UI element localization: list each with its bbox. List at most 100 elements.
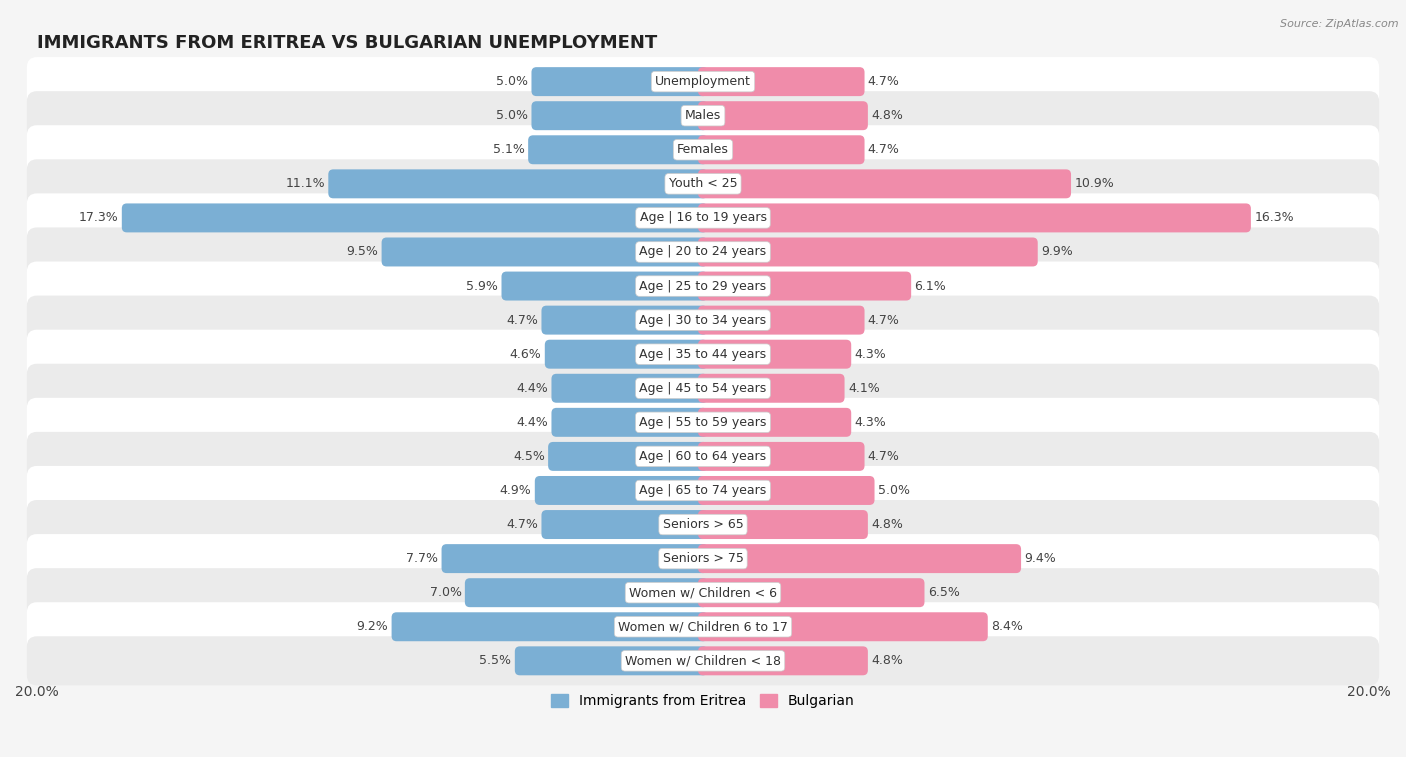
FancyBboxPatch shape	[544, 340, 709, 369]
Text: 10.9%: 10.9%	[1074, 177, 1114, 190]
Text: 7.0%: 7.0%	[429, 586, 461, 600]
Text: 4.7%: 4.7%	[506, 313, 538, 326]
Text: 5.0%: 5.0%	[496, 75, 529, 88]
Text: Age | 16 to 19 years: Age | 16 to 19 years	[640, 211, 766, 224]
Text: Women w/ Children < 6: Women w/ Children < 6	[628, 586, 778, 600]
FancyBboxPatch shape	[27, 329, 1379, 378]
FancyBboxPatch shape	[27, 159, 1379, 208]
Text: Source: ZipAtlas.com: Source: ZipAtlas.com	[1281, 19, 1399, 29]
Text: 4.8%: 4.8%	[872, 109, 903, 122]
FancyBboxPatch shape	[697, 374, 845, 403]
Text: 4.7%: 4.7%	[868, 143, 900, 156]
Text: 5.9%: 5.9%	[467, 279, 498, 292]
Text: Age | 45 to 54 years: Age | 45 to 54 years	[640, 382, 766, 394]
Text: Age | 60 to 64 years: Age | 60 to 64 years	[640, 450, 766, 463]
Text: 4.9%: 4.9%	[499, 484, 531, 497]
FancyBboxPatch shape	[697, 578, 925, 607]
FancyBboxPatch shape	[27, 227, 1379, 276]
Text: Age | 30 to 34 years: Age | 30 to 34 years	[640, 313, 766, 326]
Text: 17.3%: 17.3%	[79, 211, 118, 224]
Legend: Immigrants from Eritrea, Bulgarian: Immigrants from Eritrea, Bulgarian	[546, 689, 860, 714]
Text: Age | 25 to 29 years: Age | 25 to 29 years	[640, 279, 766, 292]
Text: 4.7%: 4.7%	[868, 75, 900, 88]
Text: Seniors > 75: Seniors > 75	[662, 552, 744, 565]
Text: 4.4%: 4.4%	[516, 416, 548, 428]
FancyBboxPatch shape	[551, 374, 709, 403]
FancyBboxPatch shape	[697, 238, 1038, 266]
Text: Women w/ Children < 18: Women w/ Children < 18	[626, 654, 780, 668]
Text: 11.1%: 11.1%	[285, 177, 325, 190]
FancyBboxPatch shape	[541, 306, 709, 335]
FancyBboxPatch shape	[697, 476, 875, 505]
Text: 5.0%: 5.0%	[496, 109, 529, 122]
Text: 4.7%: 4.7%	[868, 450, 900, 463]
FancyBboxPatch shape	[392, 612, 709, 641]
Text: 4.4%: 4.4%	[516, 382, 548, 394]
FancyBboxPatch shape	[27, 432, 1379, 481]
Text: Age | 35 to 44 years: Age | 35 to 44 years	[640, 347, 766, 360]
Text: 8.4%: 8.4%	[991, 620, 1024, 634]
Text: 4.8%: 4.8%	[872, 518, 903, 531]
Text: 6.5%: 6.5%	[928, 586, 960, 600]
Text: 5.1%: 5.1%	[494, 143, 524, 156]
FancyBboxPatch shape	[502, 272, 709, 301]
FancyBboxPatch shape	[441, 544, 709, 573]
Text: 9.5%: 9.5%	[346, 245, 378, 258]
FancyBboxPatch shape	[122, 204, 709, 232]
FancyBboxPatch shape	[697, 272, 911, 301]
Text: 9.4%: 9.4%	[1025, 552, 1056, 565]
FancyBboxPatch shape	[529, 136, 709, 164]
FancyBboxPatch shape	[27, 569, 1379, 617]
FancyBboxPatch shape	[27, 534, 1379, 583]
FancyBboxPatch shape	[329, 170, 709, 198]
FancyBboxPatch shape	[697, 136, 865, 164]
Text: 9.9%: 9.9%	[1040, 245, 1073, 258]
FancyBboxPatch shape	[27, 603, 1379, 651]
FancyBboxPatch shape	[27, 637, 1379, 685]
Text: Females: Females	[678, 143, 728, 156]
Text: Unemployment: Unemployment	[655, 75, 751, 88]
Text: IMMIGRANTS FROM ERITREA VS BULGARIAN UNEMPLOYMENT: IMMIGRANTS FROM ERITREA VS BULGARIAN UNE…	[37, 34, 657, 52]
FancyBboxPatch shape	[27, 500, 1379, 549]
Text: Seniors > 65: Seniors > 65	[662, 518, 744, 531]
Text: Youth < 25: Youth < 25	[669, 177, 737, 190]
FancyBboxPatch shape	[697, 612, 988, 641]
Text: 4.3%: 4.3%	[855, 347, 886, 360]
Text: Age | 65 to 74 years: Age | 65 to 74 years	[640, 484, 766, 497]
FancyBboxPatch shape	[697, 67, 865, 96]
FancyBboxPatch shape	[465, 578, 709, 607]
FancyBboxPatch shape	[27, 363, 1379, 413]
FancyBboxPatch shape	[548, 442, 709, 471]
Text: 4.1%: 4.1%	[848, 382, 880, 394]
FancyBboxPatch shape	[27, 91, 1379, 140]
Text: Age | 20 to 24 years: Age | 20 to 24 years	[640, 245, 766, 258]
Text: 6.1%: 6.1%	[914, 279, 946, 292]
FancyBboxPatch shape	[697, 306, 865, 335]
Text: 4.3%: 4.3%	[855, 416, 886, 428]
FancyBboxPatch shape	[551, 408, 709, 437]
FancyBboxPatch shape	[697, 204, 1251, 232]
FancyBboxPatch shape	[697, 408, 851, 437]
FancyBboxPatch shape	[531, 101, 709, 130]
FancyBboxPatch shape	[697, 101, 868, 130]
Text: 16.3%: 16.3%	[1254, 211, 1294, 224]
FancyBboxPatch shape	[27, 466, 1379, 515]
FancyBboxPatch shape	[27, 397, 1379, 447]
FancyBboxPatch shape	[541, 510, 709, 539]
Text: 4.7%: 4.7%	[868, 313, 900, 326]
FancyBboxPatch shape	[515, 646, 709, 675]
Text: 5.0%: 5.0%	[877, 484, 910, 497]
Text: Age | 55 to 59 years: Age | 55 to 59 years	[640, 416, 766, 428]
Text: 9.2%: 9.2%	[357, 620, 388, 634]
Text: 4.7%: 4.7%	[506, 518, 538, 531]
FancyBboxPatch shape	[531, 67, 709, 96]
FancyBboxPatch shape	[381, 238, 709, 266]
FancyBboxPatch shape	[27, 57, 1379, 106]
Text: 5.5%: 5.5%	[479, 654, 512, 668]
FancyBboxPatch shape	[27, 125, 1379, 174]
Text: Women w/ Children 6 to 17: Women w/ Children 6 to 17	[619, 620, 787, 634]
FancyBboxPatch shape	[697, 544, 1021, 573]
Text: 4.5%: 4.5%	[513, 450, 544, 463]
FancyBboxPatch shape	[697, 646, 868, 675]
FancyBboxPatch shape	[534, 476, 709, 505]
